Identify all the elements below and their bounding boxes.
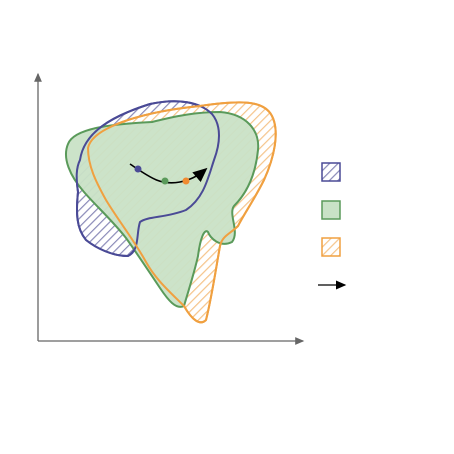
axes [34,72,305,345]
start-point [134,165,142,173]
purple-region-outline [75,100,220,258]
legend-green-solid [321,200,341,220]
orange-region-outline [86,101,277,324]
trajectory-arrow [129,163,208,184]
legend [318,162,347,290]
end-point [182,177,190,185]
middle-point [161,177,169,185]
legend-purple-hatched [321,162,341,182]
trajectory [129,163,208,185]
legend-orange-hatched [321,237,341,257]
